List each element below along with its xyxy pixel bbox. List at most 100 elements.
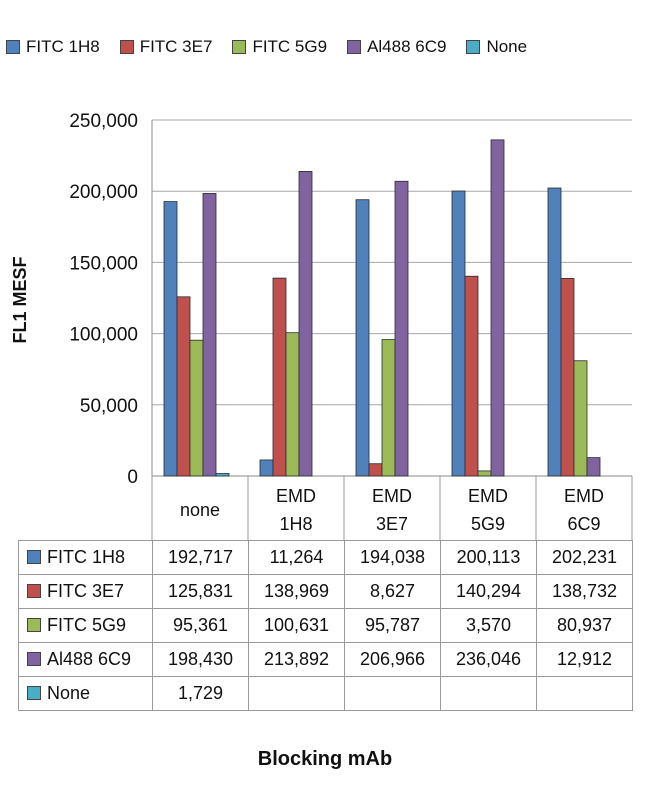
bar-fitc-1h8 (259, 459, 274, 477)
bar-fitc-5g9 (285, 332, 300, 477)
bar-fitc-5g9 (573, 360, 588, 477)
table-value-cell: 1,729 (152, 676, 249, 711)
table-value-cell (536, 676, 633, 711)
y-axis-title: FL1 MESF (10, 256, 30, 343)
category-label: EMD (276, 486, 316, 506)
table-row-swatch (27, 686, 41, 700)
table-value-cell: 95,361 (152, 608, 249, 643)
x-axis-title: Blocking mAb (257, 748, 393, 770)
bar-none (215, 473, 230, 477)
legend: FITC 1H8 FITC 3E7 FITC 5G9 Al488 6C9 None (6, 35, 646, 59)
table-value-cell: 140,294 (440, 574, 537, 609)
legend-item: FITC 1H8 (6, 37, 100, 57)
bar-fitc-1h8 (547, 187, 562, 477)
table-series-cell: FITC 5G9 (18, 608, 153, 643)
table-row: FITC 5G9 95,361 100,631 95,787 3,570 80,937 (18, 608, 633, 643)
y-tick-label: 200,000 (69, 182, 138, 203)
category-label: none (180, 500, 220, 520)
legend-label: FITC 5G9 (252, 37, 328, 56)
table-row-swatch (27, 584, 41, 598)
table-value-cell: 138,969 (248, 574, 345, 609)
bar-fitc-3e7 (464, 275, 479, 477)
table-series-label: FITC 1H8 (47, 547, 126, 567)
legend-item: FITC 5G9 (232, 37, 327, 57)
table-row-swatch (27, 550, 41, 564)
table-value-cell: 202,231 (536, 540, 633, 575)
table-value-cell (248, 676, 345, 711)
table-series-label: Al488 6C9 (47, 649, 132, 669)
table-series-cell: Al488 6C9 (18, 642, 153, 677)
table-value-cell: 125,831 (152, 574, 249, 609)
table-series-cell: None (18, 676, 153, 711)
table-value-cell: 95,787 (344, 608, 441, 643)
y-tick-label: 100,000 (69, 325, 138, 346)
bar-fitc-3e7 (176, 296, 191, 477)
data-table: FITC 1H8 192,717 11,264 194,038 200,113 202,2… (18, 540, 633, 711)
table-value-cell: 138,732 (536, 574, 633, 609)
table-series-label: None (47, 683, 91, 703)
table-value-cell: 3,570 (440, 608, 537, 643)
bar-fitc-1h8 (355, 199, 370, 477)
legend-item: Al488 6C9 (347, 37, 446, 57)
table-value-cell: 100,631 (248, 608, 345, 643)
table-value-cell: 200,113 (440, 540, 537, 575)
table-value-cell: 12,912 (536, 642, 633, 677)
table-row: Al488 6C9 198,430 213,892 206,966 236,046 12,… (18, 642, 633, 677)
table-value-cell: 236,046 (440, 642, 537, 677)
table-row-swatch (27, 618, 41, 632)
table-value-cell: 8,627 (344, 574, 441, 609)
table-row-swatch (27, 652, 41, 666)
table-series-label: FITC 5G9 (47, 615, 127, 635)
y-tick-label: 0 (127, 467, 138, 488)
category-label: 1H8 (279, 514, 312, 534)
table-value-cell: 11,264 (248, 540, 345, 575)
table-series-label: FITC 3E7 (47, 581, 125, 601)
bar-chart: 0 50,000 100,000 150,000 200,000 250,000 FL1 M… (10, 111, 633, 541)
bar-al488-6c9 (202, 193, 217, 477)
table-value-cell (344, 676, 441, 711)
legend-item: FITC 3E7 (119, 37, 213, 57)
legend-swatch (466, 40, 481, 54)
table-row: FITC 1H8 192,717 11,264 194,038 200,113 202,2… (18, 540, 633, 575)
bar-al488-6c9 (298, 171, 313, 477)
legend-swatch (232, 40, 247, 54)
bar-al488-6c9 (394, 180, 409, 477)
category-label: 5G9 (471, 514, 505, 534)
legend-label: FITC 3E7 (139, 37, 213, 56)
bar-fitc-5g9 (189, 339, 204, 477)
bar-fitc-1h8 (163, 201, 178, 477)
bar-fitc-3e7 (368, 463, 383, 477)
y-tick-label: 150,000 (69, 253, 138, 274)
legend-swatch (347, 40, 362, 54)
bar-fitc-3e7 (272, 277, 287, 477)
table-value-cell: 198,430 (152, 642, 249, 677)
legend-label: FITC 1H8 (26, 37, 100, 56)
legend-item: None (466, 37, 527, 57)
bar-al488-6c9 (586, 457, 601, 477)
table-row: None 1,729 (18, 676, 633, 711)
bar-fitc-5g9 (381, 339, 396, 477)
y-tick-label: 250,000 (69, 111, 138, 132)
category-label: 6C9 (567, 514, 600, 534)
legend-swatch (6, 40, 20, 54)
table-row: FITC 3E7 125,831 138,969 8,627 140,294 138,73… (18, 574, 633, 609)
bar-al488-6c9 (490, 139, 505, 477)
table-value-cell (440, 676, 537, 711)
table-value-cell: 206,966 (344, 642, 441, 677)
category-label: 3E7 (376, 514, 408, 534)
bar-fitc-3e7 (560, 278, 575, 477)
table-value-cell: 80,937 (536, 608, 633, 643)
table-value-cell: 213,892 (248, 642, 345, 677)
bar-fitc-5g9 (477, 470, 492, 477)
legend-label: None (486, 37, 528, 56)
category-label: EMD (372, 486, 412, 506)
table-series-cell: FITC 3E7 (18, 574, 153, 609)
table-value-cell: 194,038 (344, 540, 441, 575)
legend-swatch (119, 40, 134, 54)
table-value-cell: 192,717 (152, 540, 249, 575)
category-label: EMD (564, 486, 604, 506)
legend-label: Al488 6C9 (367, 37, 447, 56)
table-series-cell: FITC 1H8 (18, 540, 153, 575)
category-label: EMD (468, 486, 508, 506)
bar-fitc-1h8 (451, 190, 466, 477)
